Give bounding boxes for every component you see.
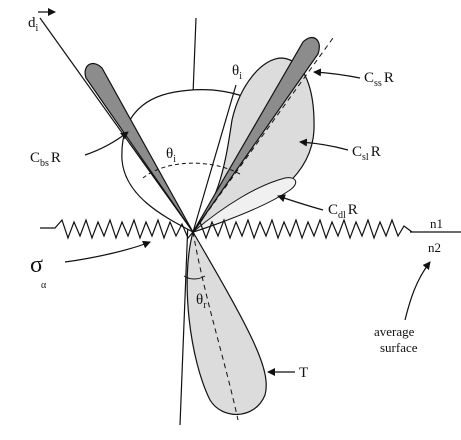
- label-theta-r: θr: [196, 292, 207, 311]
- label-average-surface-line1: average: [374, 324, 415, 339]
- label-theta-i: θi: [232, 63, 242, 82]
- label-incident-direction: di: [28, 15, 39, 34]
- leader-diffuse: [277, 194, 324, 211]
- leader-specular-spike: [313, 68, 361, 79]
- leader-average-surface: [404, 261, 431, 321]
- specular-spike: [192, 37, 320, 233]
- rough-surface-profile: [40, 218, 413, 240]
- label-transmission: T: [299, 365, 308, 381]
- refraction-angle-arc: [183, 275, 206, 280]
- incidence-angle-arc: [142, 162, 241, 179]
- leader-sigma: [64, 240, 151, 263]
- label-diffuse-lobe: Cdl R: [328, 202, 358, 221]
- backscatter-spike: [84, 63, 194, 233]
- specular-direction-dashed: [192, 37, 334, 233]
- label-average-surface-line2: surface: [380, 340, 418, 355]
- transmission-direction-dashed: [192, 231, 239, 421]
- label-specular-spike: Css R: [364, 70, 394, 89]
- label-backscatter-spike: Cbs R: [30, 150, 61, 169]
- theta-i-reference-line: [192, 84, 237, 233]
- leader-specular-lobe: [299, 138, 349, 151]
- label-theta-sub-i: θi: [166, 146, 176, 165]
- diffuse-lobe-small: [192, 177, 297, 233]
- incident-direction-line: [39, 17, 194, 233]
- label-specular-lobe: Csl R: [352, 144, 381, 163]
- label-medium-2: n2: [428, 240, 441, 255]
- transmission-lobe: [186, 230, 267, 415]
- label-medium-1: n1: [430, 216, 443, 231]
- leader-backscatter: [84, 131, 129, 156]
